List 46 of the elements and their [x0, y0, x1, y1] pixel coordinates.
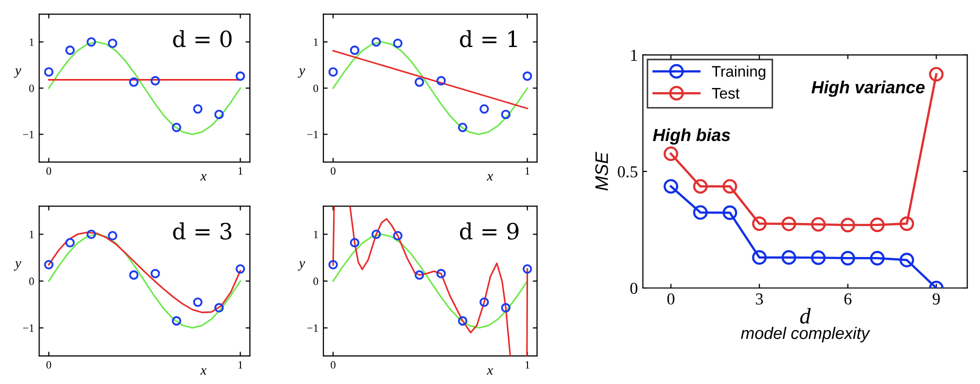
x-tick-label: 1: [526, 361, 530, 369]
y-tick-label: 1: [30, 38, 34, 46]
y-axis-title: y: [298, 261, 306, 271]
x-tick-label: 1: [238, 167, 242, 175]
x-tick-label: 6: [844, 293, 852, 305]
y-axis-title: MSE: [595, 152, 608, 190]
y-tick-label: 1: [314, 230, 318, 238]
annotation: d = 0: [173, 30, 232, 48]
x-tick-label: 9: [932, 293, 940, 305]
annotation: d = 9: [460, 222, 518, 240]
y-tick-label: 0: [313, 84, 318, 92]
x-axis-title: x: [486, 368, 494, 375]
y-tick-label: 0: [313, 278, 318, 286]
x-tick-label: 0: [667, 293, 674, 305]
x-axis-title: x: [200, 174, 207, 181]
x-tick-label: 0: [46, 167, 52, 175]
annotation: d = 1: [460, 30, 517, 48]
x-tick-label: 3: [756, 293, 763, 305]
y-tick-label: 0: [630, 282, 638, 294]
annotation: d = 3: [173, 222, 232, 240]
x-axis-title: d: [800, 308, 811, 324]
x-tick-label: 1: [238, 361, 242, 369]
annotation: High bias: [652, 128, 730, 145]
y-axis-title: y: [14, 261, 22, 271]
x-tick-label: 0: [46, 361, 52, 369]
y-tick-label: 1: [631, 50, 638, 61]
annotation: High variance: [812, 80, 925, 97]
x-axis-title: x: [200, 368, 207, 375]
x-axis-title: x: [486, 174, 494, 181]
y-axis-title: y: [14, 68, 22, 78]
legend-label: Training: [712, 66, 766, 80]
x-tick-label: 1: [526, 167, 530, 175]
y-tick-label: 0.5: [618, 166, 638, 178]
y-tick-label: 0: [29, 84, 34, 92]
x-tick-label: 0: [330, 167, 336, 175]
x-tick-label: 0: [330, 361, 336, 369]
y-tick-label: 0: [29, 278, 34, 286]
y-tick-label: −1: [23, 130, 34, 138]
y-tick-label: 1: [30, 230, 34, 238]
y-tick-label: −1: [307, 324, 318, 332]
legend-label: Test: [712, 88, 740, 99]
y-tick-label: 1: [314, 38, 318, 46]
y-tick-label: −1: [307, 130, 318, 138]
y-tick-label: −1: [23, 324, 34, 332]
y-axis-title: y: [298, 68, 306, 78]
text: model complexity: [740, 326, 870, 342]
